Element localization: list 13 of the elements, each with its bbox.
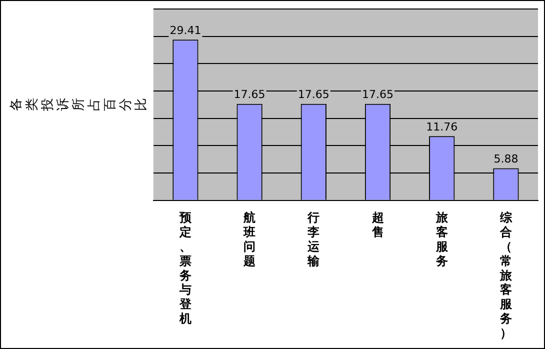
data-label: 17.65 [234,88,266,102]
data-label: 29.41 [170,24,202,37]
text: 各类投诉所占百分比 [9,98,149,112]
data-label: 5.88 [494,152,518,166]
x-tick-label: 超售 [370,210,384,240]
category-label: 综合（常旅客服务） [500,210,512,340]
x-tick-label: 旅客服务 [434,210,449,268]
x-tick-label: 预定、票务与登机 [178,210,192,326]
x-tick-label: 航班问题 [242,210,256,268]
data-label: 11.76 [426,120,458,134]
data-label: 17.65 [362,88,394,102]
x-tick-label: 行李运输 [306,210,321,268]
data-label: 17.65 [298,88,330,102]
